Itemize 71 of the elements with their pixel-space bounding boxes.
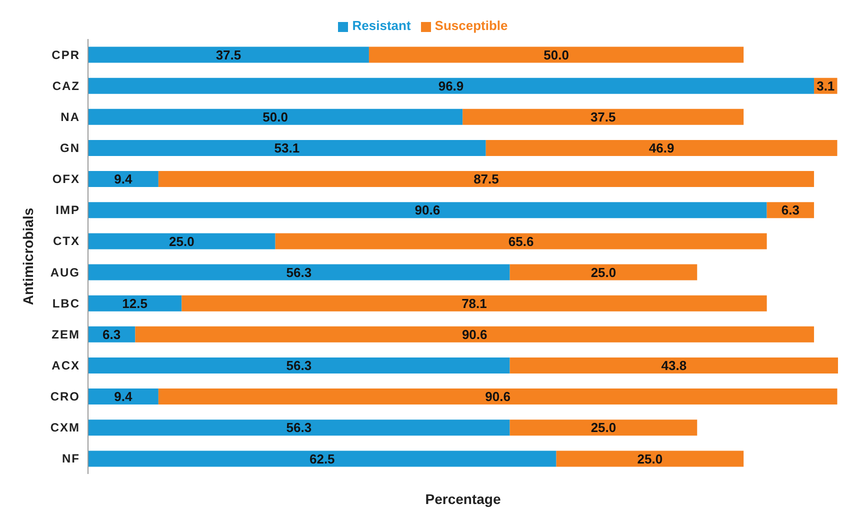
bar [275, 233, 767, 250]
bar [88, 233, 276, 250]
bar [88, 202, 767, 218]
bar [88, 108, 463, 125]
bar [510, 264, 698, 280]
data-label: 25.0 [590, 420, 616, 436]
bar [510, 420, 698, 436]
data-label: 96.9 [438, 78, 464, 94]
x-axis-title: Percentage [425, 491, 501, 507]
bar [88, 450, 556, 467]
y-tick-label: CTX [53, 234, 80, 248]
bar [88, 78, 814, 94]
data-label: 50.0 [262, 110, 288, 125]
bar [135, 326, 814, 342]
data-label: 37.5 [590, 110, 616, 125]
bar [556, 450, 744, 467]
bar [486, 140, 838, 156]
data-label: 56.3 [286, 264, 312, 280]
bar [88, 420, 510, 436]
data-label: 87.5 [474, 172, 499, 187]
data-label: 56.3 [286, 358, 312, 374]
bar [462, 108, 744, 125]
data-label: 78.1 [462, 296, 487, 311]
bar [158, 171, 814, 188]
data-label: 90.6 [462, 327, 488, 342]
data-label: 3.1 [816, 78, 835, 94]
y-tick-label: OFX [52, 172, 80, 186]
y-tick-label: ZEM [52, 327, 80, 342]
y-tick-label: AUG [50, 265, 80, 280]
data-label: 12.5 [122, 296, 148, 311]
data-label: 46.9 [648, 140, 674, 156]
y-tick-label: CPR [52, 48, 80, 62]
bar [88, 46, 369, 63]
bar [368, 46, 744, 63]
bar [88, 264, 510, 280]
bar [88, 295, 182, 312]
bar [182, 295, 767, 312]
data-label: 56.3 [286, 420, 312, 436]
legend-label: Susceptible [434, 18, 508, 33]
bar [88, 140, 486, 156]
data-label: 25.0 [637, 451, 663, 466]
data-label: 9.4 [114, 389, 134, 404]
legend-label: Resistant [352, 18, 411, 33]
y-tick-label: CRO [50, 390, 80, 404]
data-label: 9.4 [114, 172, 134, 187]
y-tick-label: NA [60, 110, 80, 124]
bar [88, 357, 510, 374]
y-tick-label: IMP [56, 203, 80, 218]
y-tick-label: NF [62, 452, 80, 466]
data-label: 37.5 [216, 47, 242, 62]
bar [88, 388, 158, 405]
data-label: 90.6 [485, 389, 510, 404]
bar [88, 171, 158, 188]
data-label: 43.8 [661, 358, 687, 374]
y-tick-label: GN [60, 141, 80, 156]
data-label: 6.3 [102, 327, 121, 342]
y-tick-label: LBC [52, 296, 80, 310]
data-label: 25.0 [590, 264, 616, 280]
data-label: 90.6 [414, 202, 440, 218]
data-label: 50.0 [544, 47, 569, 62]
y-axis-title: Antimicrobials [20, 208, 36, 306]
y-tick-label: CAZ [52, 78, 80, 93]
y-tick-label: CXM [50, 420, 80, 435]
data-label: 62.5 [309, 451, 335, 466]
data-label: 53.1 [274, 140, 300, 156]
data-label: 25.0 [169, 234, 194, 249]
data-label: 6.3 [781, 202, 800, 218]
bar [158, 388, 838, 405]
data-label: 65.6 [508, 234, 534, 249]
bar [510, 357, 838, 374]
y-tick-label: ACX [52, 358, 80, 373]
